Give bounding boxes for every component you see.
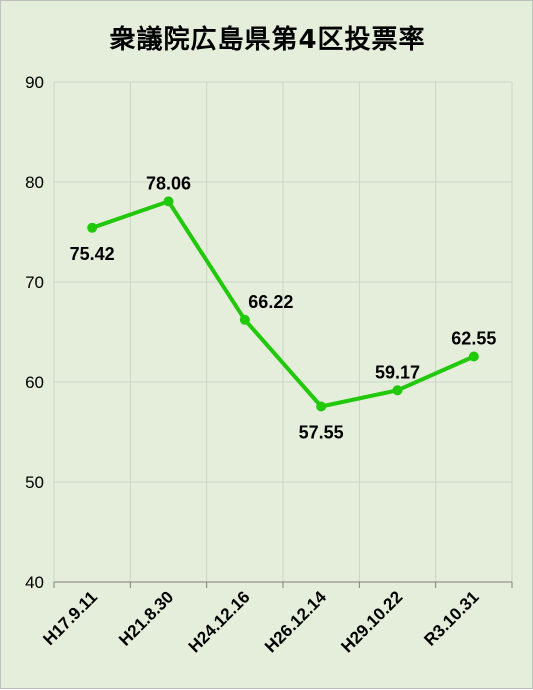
x-tick-label: H29.10.22	[337, 587, 406, 656]
data-label: 59.17	[375, 362, 420, 382]
y-tick-label: 80	[25, 173, 44, 192]
y-tick-label: 90	[25, 73, 44, 92]
data-label: 66.22	[248, 292, 293, 312]
grid-lines	[53, 81, 513, 582]
x-tick-label: R3.10.31	[420, 587, 482, 649]
y-tick-label: 40	[25, 573, 44, 592]
axes	[53, 581, 513, 588]
x-tick-label: H17.9.11	[39, 587, 101, 649]
x-tick-label: H24.12.16	[185, 587, 254, 656]
series-voter-turnout	[87, 196, 479, 412]
y-tick-label: 60	[25, 373, 44, 392]
series-line	[90, 199, 476, 409]
x-tick-label: H21.8.30	[115, 587, 177, 649]
y-axis-ticks: 40 50 60 70 80 90	[25, 73, 44, 592]
data-labels: 75.42 78.06 66.22 57.55 59.17 62.55	[70, 173, 497, 442]
data-point	[87, 222, 98, 233]
chart-title: 衆議院広島県第4区投票率	[109, 25, 426, 55]
y-tick-label: 70	[25, 273, 44, 292]
y-tick-label: 50	[25, 473, 44, 492]
data-label: 62.55	[451, 329, 496, 349]
data-label: 75.42	[70, 244, 115, 264]
data-point	[239, 314, 250, 325]
x-axis-ticks: H17.9.11 H21.8.30 H24.12.16 H26.12.14 H29.10…	[39, 587, 482, 656]
x-tick-label: H26.12.14	[261, 587, 330, 656]
data-point	[316, 401, 327, 412]
data-point	[468, 351, 479, 362]
data-label: 78.06	[146, 173, 191, 193]
data-point	[392, 385, 403, 396]
data-point	[163, 196, 174, 207]
data-label: 57.55	[299, 423, 344, 443]
